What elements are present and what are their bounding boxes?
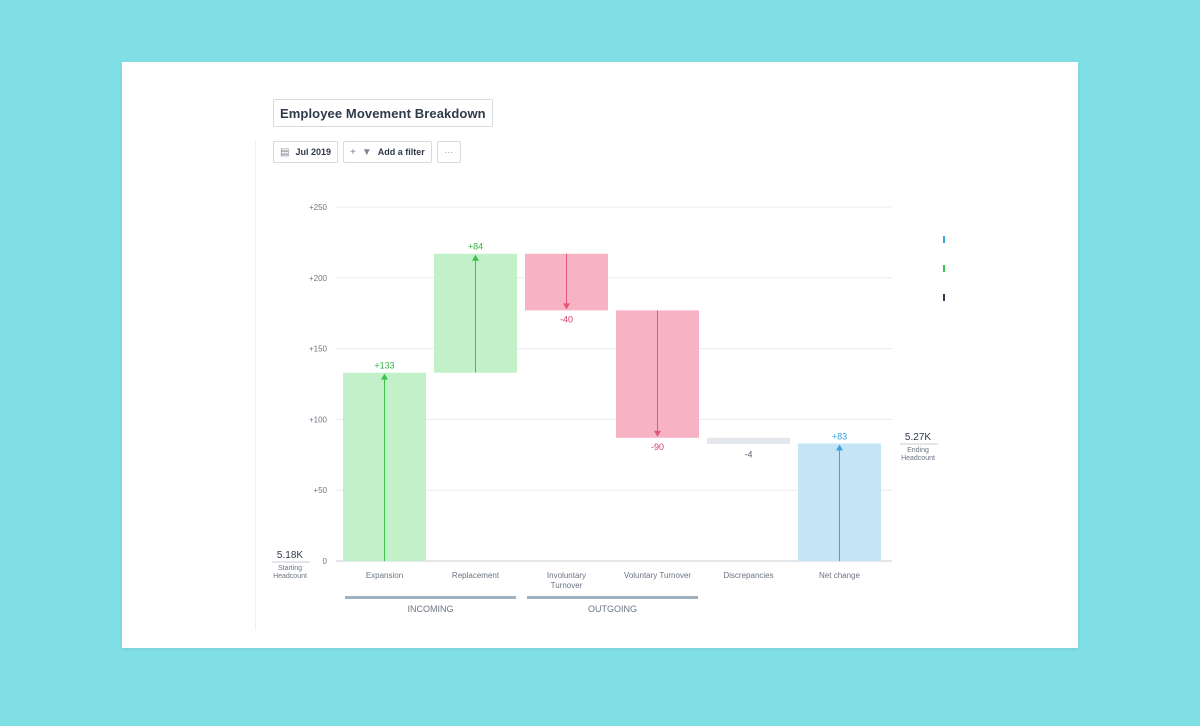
x-category-label: Involuntary — [547, 571, 586, 580]
y-tick-label: +100 — [309, 415, 328, 424]
down-arrow-icon — [563, 303, 570, 310]
widget-toolbar: ▤ Jul 2019 + ▼ Add a filter ··· — [273, 141, 461, 163]
legend-marker-dark — [943, 294, 945, 301]
bar-value-label: -90 — [651, 442, 664, 452]
bar-value-label: -40 — [560, 314, 573, 324]
down-arrow-icon — [654, 430, 661, 437]
bar-value-label: +84 — [468, 242, 483, 252]
add-filter-label: Add a filter — [377, 147, 425, 157]
y-tick-label: +150 — [309, 345, 328, 354]
plus-icon: + — [349, 146, 356, 158]
y-tick-label: 0 — [323, 557, 328, 566]
starting-headcount-label: Headcount — [273, 573, 307, 580]
date-filter-button[interactable]: ▤ Jul 2019 — [273, 141, 338, 163]
widget-title[interactable]: Employee Movement Breakdown — [273, 99, 493, 127]
panel-divider — [255, 140, 256, 630]
legend-marker-blue — [943, 236, 945, 243]
x-category-label: Net change — [819, 571, 860, 580]
ending-headcount-label: Headcount — [901, 455, 935, 462]
y-tick-label: +50 — [313, 486, 327, 495]
up-arrow-icon — [836, 444, 843, 451]
group-label: INCOMING — [408, 604, 454, 614]
starting-headcount-value: 5.18K — [277, 550, 303, 561]
group-bar — [345, 596, 516, 599]
ending-headcount-value: 5.27K — [905, 432, 931, 443]
bar-discrepancies — [707, 437, 790, 444]
x-category-label: Replacement — [452, 571, 500, 580]
more-options-button[interactable]: ··· — [436, 141, 461, 163]
group-label: OUTGOING — [588, 604, 637, 614]
group-bar — [527, 596, 698, 599]
bar-value-label: +133 — [374, 361, 394, 371]
y-tick-label: +250 — [309, 203, 328, 212]
legend-marker-green — [943, 265, 945, 272]
add-filter-button[interactable]: + ▼ Add a filter — [342, 141, 432, 163]
calendar-icon: ▤ — [280, 146, 290, 158]
x-category-label: Voluntary Turnover — [624, 571, 691, 580]
bar-value-label: -4 — [744, 449, 752, 459]
bar-value-label: +83 — [832, 431, 847, 441]
filter-icon: ▼ — [361, 146, 372, 158]
starting-headcount-label: Starting — [278, 565, 302, 572]
up-arrow-icon — [381, 373, 388, 380]
up-arrow-icon — [472, 254, 479, 261]
more-icon: ··· — [444, 147, 454, 157]
x-category-label: Discrepancies — [723, 571, 773, 580]
ending-headcount-label: Ending — [907, 447, 929, 454]
date-filter-label: Jul 2019 — [295, 147, 331, 157]
y-tick-label: +200 — [309, 274, 328, 283]
x-category-label: Expansion — [366, 571, 403, 580]
x-category-label: Turnover — [551, 581, 583, 590]
